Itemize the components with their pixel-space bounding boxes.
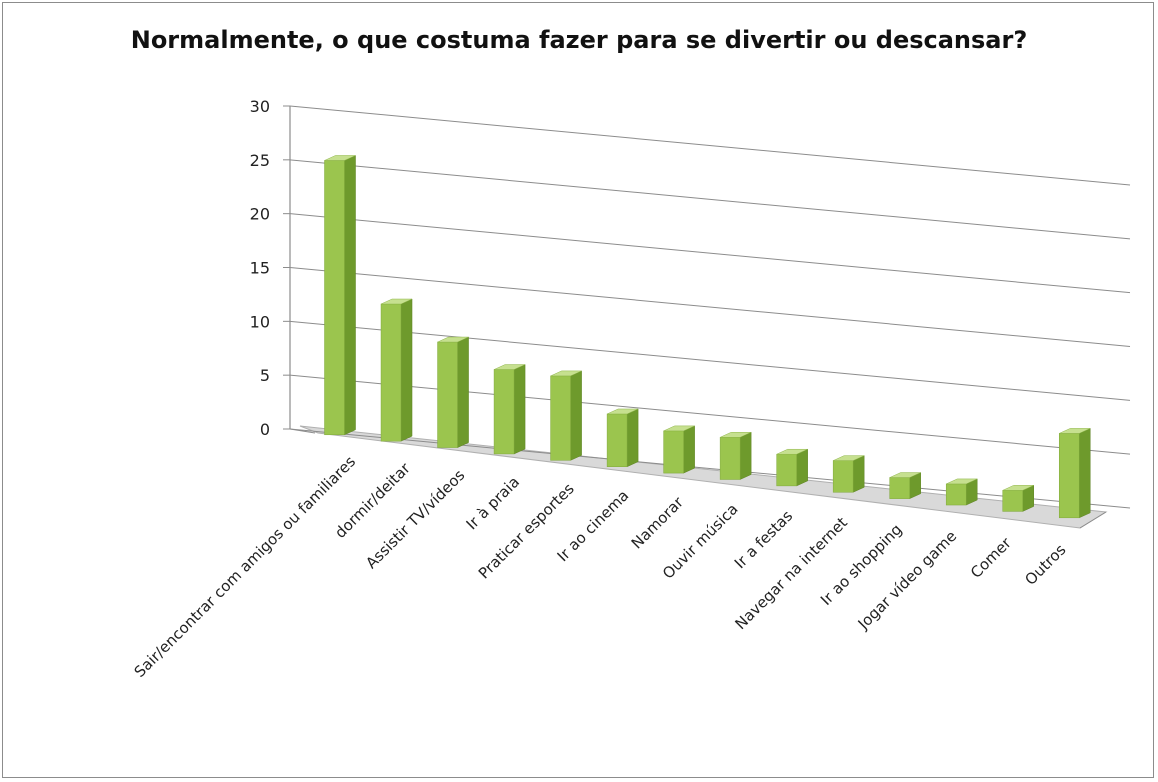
bar	[437, 336, 469, 448]
bar-top	[946, 478, 978, 485]
bar-front	[1002, 490, 1023, 512]
bar	[663, 425, 695, 474]
y-tick-label: 25	[250, 151, 270, 170]
bar-side	[683, 425, 695, 474]
y-tick-label: 30	[250, 97, 270, 116]
bar-side	[1078, 428, 1091, 519]
bar	[380, 298, 413, 442]
gridline	[289, 213, 1131, 294]
bar-front	[606, 413, 628, 467]
bar-side	[513, 364, 526, 455]
bar-top	[776, 448, 808, 455]
bars	[324, 155, 1091, 519]
y-tick-label: 0	[260, 420, 270, 439]
x-tick-label: Sair/encontrar com amigos ou familiares	[131, 452, 360, 681]
bar-top	[889, 472, 921, 478]
bar-front	[663, 430, 684, 474]
x-tick-label: Ir a festas	[731, 507, 797, 573]
bar-side	[344, 155, 356, 436]
bar-front	[493, 369, 515, 455]
bar-top	[437, 336, 469, 343]
bar-side	[457, 336, 469, 448]
bar-top	[324, 155, 356, 161]
gridline	[289, 374, 1131, 455]
y-tick-label: 20	[250, 205, 270, 224]
x-axis-labels: Sair/encontrar com amigos ou familiaresd…	[131, 452, 1070, 681]
bar	[719, 431, 752, 480]
bar-top	[1002, 485, 1034, 491]
bar	[1058, 428, 1091, 519]
bar	[945, 478, 978, 506]
bar-side	[400, 298, 413, 442]
x-tick-label: Navegar na internet	[731, 513, 851, 633]
bar-top	[493, 364, 526, 370]
bar-side	[570, 370, 582, 461]
gridline	[289, 320, 1131, 401]
bar-front	[550, 375, 571, 461]
x-tick-label: Ir à praia	[463, 473, 524, 534]
y-axis-ticks: 0 5 10 15 20 25 30	[250, 97, 270, 439]
bar-side	[739, 431, 752, 480]
gridline	[289, 159, 1131, 240]
gridline	[289, 105, 1131, 186]
bar	[324, 155, 356, 436]
chart-walls	[289, 106, 1108, 529]
bar	[889, 472, 921, 500]
chart-title: Normalmente, o que costuma fazer para se…	[130, 26, 1028, 54]
bar-front	[719, 437, 741, 480]
bar	[550, 370, 582, 461]
floor-right-edge	[1079, 511, 1107, 529]
gridline	[289, 267, 1131, 347]
bar-front	[832, 460, 854, 493]
gridline	[289, 428, 1131, 509]
bar-top	[833, 455, 865, 461]
x-tick-label: Comer	[967, 533, 1015, 581]
bar	[776, 448, 808, 487]
x-tick-label: Namorar	[628, 493, 688, 553]
bar-front	[324, 160, 345, 436]
bar	[493, 364, 526, 455]
bar-top	[550, 370, 582, 377]
x-tick-label: Outros	[1021, 541, 1069, 589]
bar	[606, 408, 639, 468]
bar-front	[437, 341, 458, 448]
bar-top	[663, 425, 695, 432]
bar-top	[380, 298, 413, 305]
bar-front	[1058, 433, 1080, 519]
y-tick-label: 15	[250, 259, 270, 278]
bar	[832, 455, 865, 493]
bar-top	[606, 408, 639, 415]
bar-top	[720, 432, 752, 438]
bar-front	[776, 453, 797, 487]
bar-front	[889, 477, 910, 499]
gridlines	[283, 105, 1131, 509]
bar-top	[1059, 428, 1091, 434]
bar	[1002, 484, 1034, 512]
y-tick-label: 10	[250, 312, 270, 331]
bar-side	[852, 455, 865, 493]
bar-side	[796, 448, 808, 487]
y-tick-label: 5	[260, 366, 270, 385]
bar-front	[380, 303, 402, 442]
bar-side	[626, 408, 639, 468]
bar-front	[945, 483, 967, 506]
